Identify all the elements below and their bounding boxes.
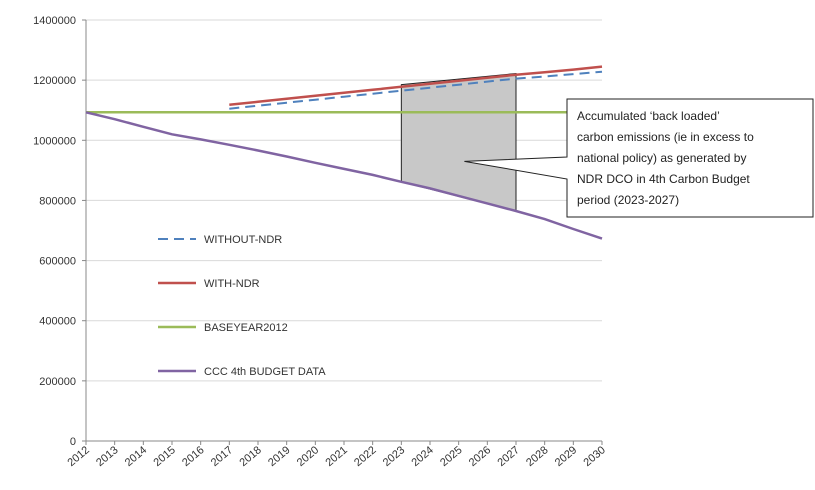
y-tick-label: 1400000 bbox=[33, 15, 76, 27]
series-line-without-ndr bbox=[229, 70, 603, 110]
callout-text-line: national policy) as generated by bbox=[577, 151, 746, 165]
annotation-callout: Accumulated ‘back loaded’ carbon emission… bbox=[464, 98, 814, 218]
callout-text-line: NDR DCO in 4th Carbon Budget bbox=[577, 172, 750, 186]
callout-text-line: Accumulated ‘back loaded’ bbox=[577, 109, 720, 123]
series-line-with-ndr bbox=[229, 65, 603, 107]
legend-label-with-ndr: WITH-NDR bbox=[204, 278, 260, 290]
y-tick-label: 0 bbox=[70, 436, 76, 448]
y-tick-label: 1200000 bbox=[33, 75, 76, 87]
legend-label-ccc-4th-budget-data: CCC 4th BUDGET DATA bbox=[204, 366, 326, 378]
callout-text-line: carbon emissions (ie in excess to bbox=[577, 130, 754, 144]
y-tick-label: 200000 bbox=[39, 376, 76, 388]
legend: WITHOUT-NDR WITH-NDR BASEYEAR2012 CCC 4th B… bbox=[158, 234, 326, 378]
y-axis-ticks: 0 200000 400000 600000 800000 1000000 1200000 1… bbox=[33, 15, 86, 448]
y-tick-label: 800000 bbox=[39, 195, 76, 207]
y-tick-label: 400000 bbox=[39, 316, 76, 328]
grid-lines bbox=[86, 19, 602, 442]
y-tick-label: 1000000 bbox=[33, 135, 76, 147]
callout-text-line: period (2023-2027) bbox=[577, 193, 679, 207]
series-line-ccc-4th-budget-data bbox=[85, 111, 603, 240]
legend-label-without-ndr: WITHOUT-NDR bbox=[204, 234, 282, 246]
callout-box bbox=[464, 98, 814, 218]
y-tick-label: 600000 bbox=[39, 256, 76, 268]
legend-label-baseyear2012: BASEYEAR2012 bbox=[204, 322, 288, 334]
series-lines bbox=[85, 65, 603, 240]
